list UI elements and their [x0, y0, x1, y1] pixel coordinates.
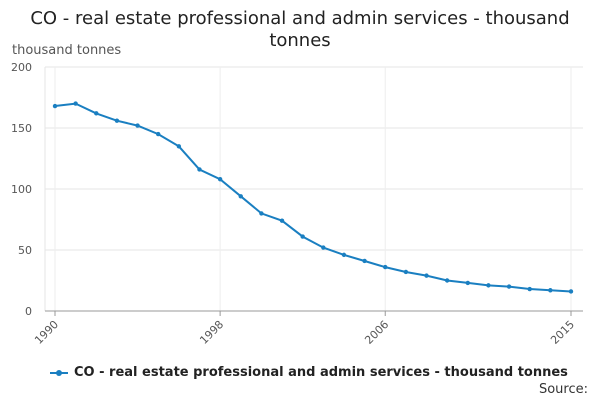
data-point[interactable] [176, 144, 182, 149]
y-tick-label: 100 [11, 183, 32, 196]
series-layer[interactable] [52, 101, 574, 294]
data-point[interactable] [217, 177, 223, 182]
y-tick-label: 0 [25, 305, 32, 318]
data-point[interactable] [279, 218, 285, 223]
chart-title: CO - real estate professional and admin … [30, 8, 570, 51]
y-axis-unit-label: thousand tonnes [12, 43, 122, 58]
data-point[interactable] [527, 286, 532, 292]
x-tick-label: 1998 [197, 318, 226, 347]
data-point[interactable] [548, 288, 553, 293]
x-tick-label: 1990 [32, 318, 61, 347]
axes [44, 67, 583, 316]
data-point[interactable] [383, 264, 388, 270]
x-tick-label: 2015 [548, 318, 577, 347]
data-point[interactable] [444, 278, 450, 283]
y-tick-label: 50 [18, 244, 32, 257]
source-label: Source: [538, 382, 588, 397]
series-line[interactable] [54, 102, 572, 293]
data-point[interactable] [321, 245, 326, 250]
legend-label: CO - real estate professional and admin … [74, 365, 568, 380]
legend[interactable]: CO - real estate professional and admin … [50, 365, 568, 380]
data-point[interactable] [568, 289, 574, 294]
data-point[interactable] [156, 131, 161, 137]
data-point[interactable] [259, 211, 264, 216]
data-point[interactable] [73, 101, 78, 106]
y-tick-label: 200 [11, 61, 32, 74]
data-point[interactable] [135, 123, 140, 128]
data-point[interactable] [362, 258, 367, 264]
data-point[interactable] [238, 194, 243, 199]
legend-swatch-icon [50, 369, 68, 376]
tick-labels: 0 50 100 150 200 1990 1998 2006 2015 [11, 61, 577, 347]
data-point[interactable] [94, 111, 99, 116]
data-point[interactable] [424, 273, 429, 278]
data-point[interactable] [300, 234, 305, 239]
data-point[interactable] [506, 284, 512, 289]
data-point[interactable] [114, 118, 120, 123]
data-point[interactable] [465, 280, 470, 286]
x-tick-label: 2006 [362, 318, 391, 347]
data-point[interactable] [52, 103, 58, 109]
data-point[interactable] [341, 252, 347, 258]
data-point[interactable] [403, 269, 409, 275]
data-point[interactable] [486, 283, 491, 288]
data-point[interactable] [197, 167, 202, 172]
y-tick-label: 150 [11, 122, 32, 135]
grid-lines [45, 66, 583, 311]
